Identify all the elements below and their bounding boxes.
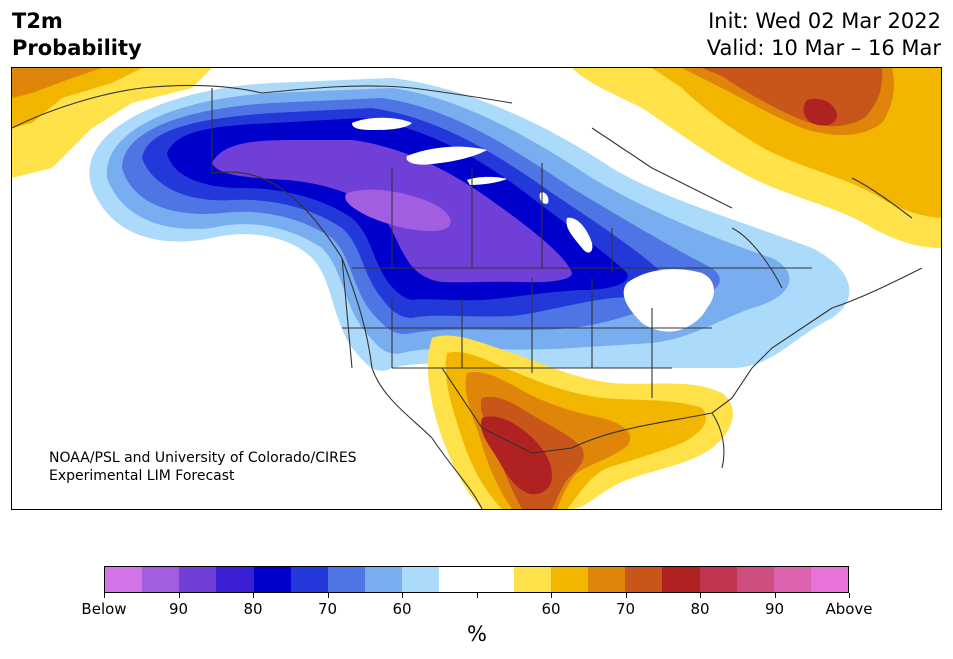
colorbar-tick-label: 60	[392, 600, 412, 618]
valid-range: Valid: 10 Mar – 16 Mar	[706, 36, 941, 60]
credit-line-2: Experimental LIM Forecast	[49, 468, 235, 484]
colorbar-cell	[402, 567, 440, 592]
greenland-warm-75	[803, 98, 838, 126]
forecast-dates: Init: Wed 02 Mar 2022 Valid: 10 Mar – 16…	[707, 8, 941, 62]
init-date: Init: Wed 02 Mar 2022	[708, 9, 941, 33]
great-lakes	[623, 269, 714, 332]
lake-athabasca	[467, 176, 507, 185]
colorbar-cell	[625, 567, 663, 592]
colorbar-tick-mark	[700, 593, 701, 598]
colorbar-tick-label: 90	[764, 600, 785, 618]
forecast-map	[11, 67, 942, 510]
colorbar-tick-label: 80	[243, 600, 263, 618]
colorbar-cell	[327, 567, 366, 592]
colorbar-unit: %	[467, 622, 487, 646]
colorbar-cell	[513, 567, 551, 592]
colorbar-cell	[439, 567, 477, 592]
colorbar	[104, 566, 849, 593]
credit-line-1: NOAA/PSL and University of Colorado/CIRE…	[49, 450, 357, 466]
greenland-warm-70	[702, 68, 883, 127]
colorbar-tick-mark	[849, 593, 850, 598]
great-slave-lake	[406, 146, 487, 165]
colorbar-cell	[773, 567, 811, 592]
colorbar-cell	[736, 567, 774, 592]
colorbar-tick-label: Below	[81, 600, 127, 618]
colorbar-tick-label: Above	[825, 600, 873, 618]
colorbar-cell	[365, 567, 403, 592]
colorbar-tick-label: 90	[168, 600, 189, 618]
colorbar-tick-label: 70	[317, 600, 338, 618]
great-bear-lake	[352, 117, 412, 130]
colorbar-cell	[253, 567, 291, 592]
colorbar-tick-mark	[402, 593, 403, 598]
colorbar-cell	[290, 567, 328, 592]
colorbar-tick-mark	[178, 593, 180, 598]
colorbar-tick-mark	[327, 593, 329, 598]
cold-region-90	[345, 189, 451, 232]
colorbar-tick-label: 80	[690, 600, 710, 618]
colorbar-tick-mark	[551, 593, 552, 598]
colorbar-tick-mark	[104, 593, 105, 598]
colorbar-tick-mark	[774, 593, 776, 598]
colorbar-tick-mark	[625, 593, 627, 598]
colorbar-cell	[662, 567, 700, 592]
colorbar-cell	[476, 567, 514, 592]
data-credit: NOAA/PSL and University of Colorado/CIRE…	[49, 449, 357, 485]
colorbar-cell	[810, 567, 849, 592]
title-variable: T2m	[12, 9, 63, 33]
alaska-warm-peak	[12, 68, 102, 98]
colorbar-cell	[142, 567, 180, 592]
colorbar-cell	[105, 567, 143, 592]
map-canvas	[12, 68, 941, 509]
map-title: T2m Probability	[12, 8, 142, 62]
colorbar-tick-label: 60	[541, 600, 561, 618]
colorbar-cell	[216, 567, 254, 592]
colorbar-cell	[588, 567, 626, 592]
lake-winnipeg	[566, 217, 593, 253]
colorbar-cell	[699, 567, 737, 592]
colorbar-cell	[550, 567, 589, 592]
map-borders	[12, 84, 923, 509]
colorbar-tick-label: 70	[615, 600, 636, 618]
colorbar-cell	[179, 567, 217, 592]
title-type: Probability	[12, 36, 142, 60]
colorbar-tick-mark	[476, 593, 478, 598]
colorbar-tick-mark	[253, 593, 254, 598]
